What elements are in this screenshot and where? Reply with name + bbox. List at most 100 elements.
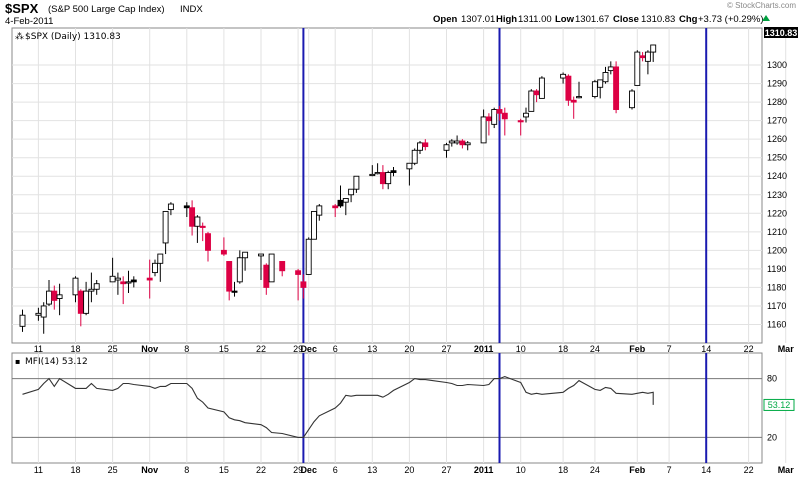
candle-body (369, 173, 376, 177)
price-y-tick: 1280 (767, 97, 787, 107)
candle-body (194, 216, 201, 227)
candle (56, 283, 63, 316)
candle-body (268, 253, 275, 283)
candle-body (464, 142, 471, 146)
candle-body (242, 251, 249, 259)
x-tick-label: 22 (256, 465, 266, 475)
high-label: High (496, 14, 517, 25)
candle (576, 81, 582, 99)
candle (644, 50, 651, 75)
candle (613, 61, 620, 114)
price-last-tag: 1310.83 (764, 27, 798, 38)
candle-body (523, 112, 529, 118)
candle-body (639, 55, 646, 59)
x-tick-label: 8 (184, 465, 189, 475)
candle (337, 185, 344, 208)
x-tick-label: Nov (141, 344, 158, 354)
candle-body (263, 264, 270, 288)
candle-body (448, 140, 455, 144)
candle-body (570, 99, 577, 103)
candle-body (576, 96, 582, 99)
low-value: 1301.67 (575, 14, 609, 25)
x-tick-label: Feb (629, 465, 646, 475)
candle (279, 261, 286, 277)
candle-body (199, 225, 206, 228)
x-tick-label: 2011 (474, 344, 494, 354)
candle-body (189, 207, 196, 227)
x-tick-label: Dec (300, 344, 317, 354)
candle (183, 202, 190, 217)
candle (205, 231, 211, 262)
candle (517, 118, 524, 136)
price-grid (12, 28, 787, 343)
candle-body (236, 257, 243, 283)
candle (226, 261, 233, 301)
x-tick-label: 22 (744, 344, 754, 354)
x-tick-label: 24 (590, 465, 600, 475)
x-tick-label: 7 (667, 465, 672, 475)
mfi-last-tag-box (763, 398, 795, 411)
candle-body (300, 281, 307, 288)
x-tick-label: 18 (558, 344, 568, 354)
candle (353, 175, 360, 193)
x-tick-label: 13 (367, 344, 377, 354)
x-tick-label: 24 (590, 344, 600, 354)
candle (231, 281, 238, 297)
candle (311, 210, 317, 240)
candle-body (644, 51, 651, 62)
symbol-name: (S&P 500 Large Cap Index) (48, 4, 165, 15)
x-tick-label: 11 (34, 465, 43, 475)
candle-body (565, 75, 572, 101)
mfi-panel (11, 352, 763, 464)
candle-body (385, 172, 392, 185)
candle-body (220, 249, 227, 255)
candle (565, 74, 572, 106)
mfi-legend-icon: ▪ (15, 357, 20, 366)
candle-body (231, 290, 238, 293)
candle-body (485, 116, 492, 122)
candle (422, 139, 429, 151)
symbol-title: $SPX (5, 1, 39, 16)
candle-body (443, 144, 450, 151)
candle-body (167, 203, 174, 211)
price-y-tick: 1240 (767, 171, 787, 181)
candle (629, 89, 635, 110)
mfi-series (22, 376, 654, 438)
candle-body (46, 290, 52, 305)
candlestick-series (19, 44, 657, 334)
candle-body (491, 109, 498, 125)
candle (385, 170, 392, 190)
candle-body (390, 170, 397, 173)
x-tick-label: 11 (34, 344, 43, 354)
candle-body (411, 149, 418, 164)
mfi-legend-text: MFI(14) 53.12 (25, 357, 88, 367)
candle-body (316, 205, 323, 216)
x-tick-label: 14 (701, 465, 711, 475)
candle-body (629, 90, 635, 109)
x-tick-label: 7 (667, 344, 672, 354)
price-y-tick: 1270 (767, 116, 787, 126)
candle (19, 309, 26, 332)
candle-body (650, 44, 657, 53)
candle-body (533, 90, 540, 96)
price-panel (11, 27, 763, 344)
price-y-axis: 1160 1170 1180 1190 1200 1210 1220 1230 1240 1250… (767, 60, 787, 329)
candle-body (528, 90, 535, 112)
candle (528, 89, 535, 112)
candle (316, 204, 323, 221)
close-value: 1310.83 (641, 14, 675, 25)
x-tick-label: 18 (70, 465, 80, 475)
candle-body (83, 290, 90, 314)
candle (597, 79, 604, 99)
candle-body (114, 277, 121, 281)
candle-body (332, 205, 339, 209)
candle (443, 142, 450, 158)
x-tick-label: 29 (293, 465, 303, 475)
x-tick-label: 2011 (474, 465, 494, 475)
candle (242, 251, 249, 271)
candle (464, 141, 471, 151)
date-label: 4-Feb-2011 (5, 16, 53, 27)
candle-body (125, 281, 132, 284)
candle-body (353, 175, 360, 190)
mfi-y-tick: 20 (767, 432, 777, 442)
